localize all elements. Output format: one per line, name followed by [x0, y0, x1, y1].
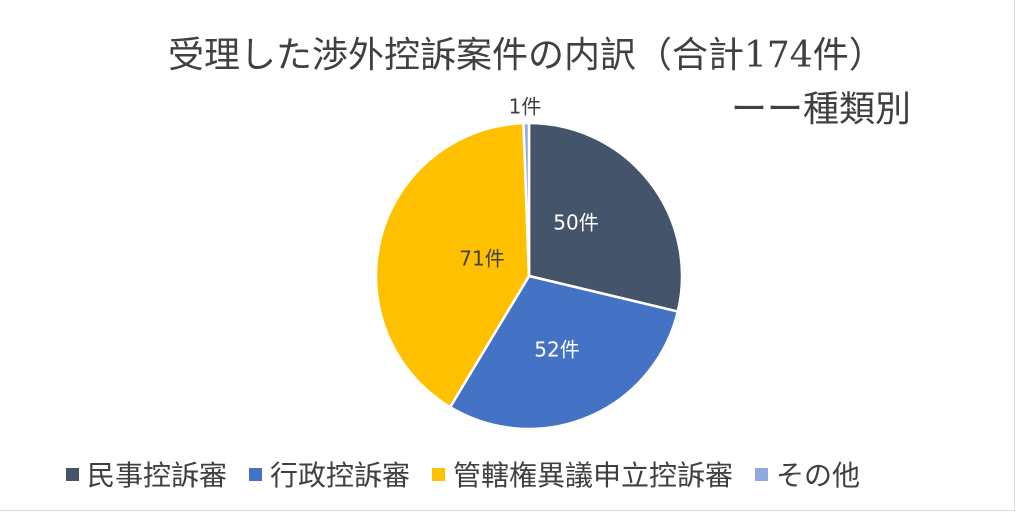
data-label-administrative: 52件	[534, 338, 579, 362]
legend-label-other: その他	[776, 459, 861, 492]
legend-item-civil: 民事控訴審	[66, 454, 227, 494]
pie-slice-jurisdiction	[374, 121, 531, 409]
legend-item-jurisdiction: 管轄権異議申立控訴審	[432, 454, 733, 494]
pie-slice-civil	[527, 121, 684, 313]
chart-subtitle: ーー種類別	[730, 89, 911, 130]
data-label-other: 1件	[509, 95, 542, 119]
data-label-jurisdiction: 71件	[459, 247, 504, 271]
legend-label-civil: 民事控訴審	[87, 459, 228, 492]
legend-swatch-administrative	[249, 467, 263, 481]
legend-swatch-civil	[66, 467, 79, 481]
chart-title: 受理した渉外控訴案件の内訳（合計174件）	[168, 35, 885, 76]
legend-item-other: その他	[755, 454, 860, 494]
legend-item-administrative: 行政控訴審	[249, 454, 410, 494]
data-label-civil: 50件	[553, 211, 598, 235]
legend-swatch-other	[755, 467, 769, 481]
legend-label-administrative: 行政控訴審	[270, 459, 411, 492]
legend-swatch-jurisdiction	[432, 467, 446, 481]
legend-label-jurisdiction: 管轄権異議申立控訴審	[453, 459, 734, 492]
legend: 民事控訴審 行政控訴審 管轄権異議申立控訴審 その他	[66, 452, 860, 496]
pie-slice-other	[522, 121, 531, 278]
